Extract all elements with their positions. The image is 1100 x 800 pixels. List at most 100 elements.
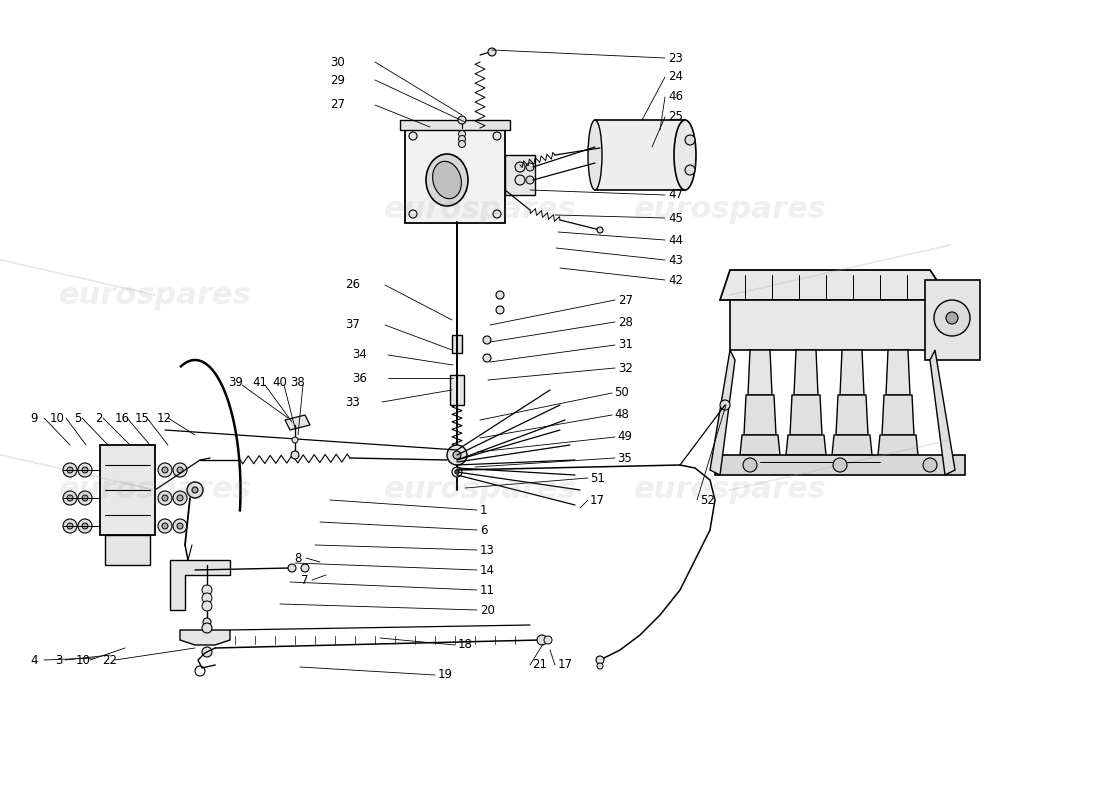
Circle shape	[63, 491, 77, 505]
Text: eurospares: eurospares	[634, 475, 826, 505]
Ellipse shape	[426, 154, 467, 206]
Circle shape	[67, 523, 73, 529]
Polygon shape	[794, 350, 818, 395]
Bar	[925, 280, 980, 360]
Text: 21: 21	[532, 658, 547, 671]
Text: 52: 52	[700, 494, 715, 506]
Text: eurospares: eurospares	[384, 195, 576, 225]
Circle shape	[202, 601, 212, 611]
Ellipse shape	[588, 120, 602, 190]
Polygon shape	[790, 395, 822, 435]
Text: 27: 27	[330, 98, 345, 111]
Polygon shape	[878, 435, 918, 455]
Circle shape	[597, 227, 603, 233]
Text: 34: 34	[352, 349, 367, 362]
Circle shape	[515, 175, 525, 185]
Polygon shape	[710, 350, 735, 475]
Text: 31: 31	[618, 338, 632, 351]
Text: 17: 17	[558, 658, 573, 671]
Polygon shape	[170, 560, 230, 610]
Polygon shape	[740, 435, 780, 455]
Polygon shape	[720, 270, 950, 300]
Text: 46: 46	[668, 90, 683, 103]
Circle shape	[67, 467, 73, 473]
Circle shape	[537, 635, 547, 645]
Text: 5: 5	[74, 411, 81, 425]
Text: 32: 32	[618, 362, 632, 374]
Text: 47: 47	[668, 189, 683, 202]
Circle shape	[173, 491, 187, 505]
Polygon shape	[748, 350, 772, 395]
Circle shape	[459, 141, 465, 147]
Text: 16: 16	[116, 411, 130, 425]
Text: eurospares: eurospares	[634, 195, 826, 225]
Text: 45: 45	[668, 211, 683, 225]
Circle shape	[493, 132, 500, 140]
Text: 43: 43	[668, 254, 683, 266]
Circle shape	[82, 467, 88, 473]
Circle shape	[63, 519, 77, 533]
Text: 12: 12	[157, 411, 172, 425]
Circle shape	[458, 116, 466, 124]
Text: 8: 8	[295, 551, 302, 565]
Circle shape	[204, 618, 211, 626]
Text: 25: 25	[668, 110, 683, 123]
Circle shape	[833, 458, 847, 472]
Bar	[715, 455, 965, 475]
Circle shape	[934, 300, 970, 336]
Circle shape	[720, 400, 730, 410]
Circle shape	[301, 564, 309, 572]
Circle shape	[409, 132, 417, 140]
Polygon shape	[285, 415, 310, 430]
Text: 27: 27	[618, 294, 632, 306]
Text: 41: 41	[252, 375, 267, 389]
Text: eurospares: eurospares	[58, 281, 252, 310]
Circle shape	[453, 451, 461, 459]
Text: 10: 10	[76, 654, 91, 666]
Polygon shape	[832, 435, 872, 455]
Circle shape	[173, 463, 187, 477]
Circle shape	[597, 663, 603, 669]
Polygon shape	[180, 630, 230, 645]
Polygon shape	[882, 395, 914, 435]
Circle shape	[78, 519, 92, 533]
Circle shape	[67, 495, 73, 501]
Text: 33: 33	[345, 395, 360, 409]
Text: 42: 42	[668, 274, 683, 286]
Circle shape	[78, 491, 92, 505]
Bar	[505, 155, 535, 195]
Text: 36: 36	[352, 371, 367, 385]
Circle shape	[946, 312, 958, 324]
Circle shape	[447, 445, 468, 465]
Text: 38: 38	[290, 375, 305, 389]
Text: 2: 2	[95, 411, 102, 425]
Circle shape	[177, 523, 183, 529]
Bar	[405, 128, 505, 223]
Text: 30: 30	[330, 55, 344, 69]
Circle shape	[483, 354, 491, 362]
Circle shape	[158, 519, 172, 533]
Circle shape	[459, 135, 465, 142]
Circle shape	[82, 495, 88, 501]
Ellipse shape	[432, 162, 461, 198]
Text: 9: 9	[30, 411, 37, 425]
Circle shape	[162, 495, 168, 501]
Circle shape	[496, 306, 504, 314]
Polygon shape	[786, 435, 826, 455]
Circle shape	[192, 487, 198, 493]
Text: 39: 39	[228, 375, 243, 389]
Text: 20: 20	[480, 603, 495, 617]
Text: 7: 7	[300, 574, 308, 586]
Circle shape	[158, 463, 172, 477]
Circle shape	[455, 470, 459, 474]
Circle shape	[82, 523, 88, 529]
Circle shape	[202, 585, 212, 595]
Text: 17: 17	[590, 494, 605, 506]
Bar	[400, 120, 510, 130]
Circle shape	[923, 458, 937, 472]
Circle shape	[288, 564, 296, 572]
Polygon shape	[840, 350, 864, 395]
Text: 37: 37	[345, 318, 360, 331]
Polygon shape	[744, 395, 775, 435]
Text: 40: 40	[272, 375, 287, 389]
